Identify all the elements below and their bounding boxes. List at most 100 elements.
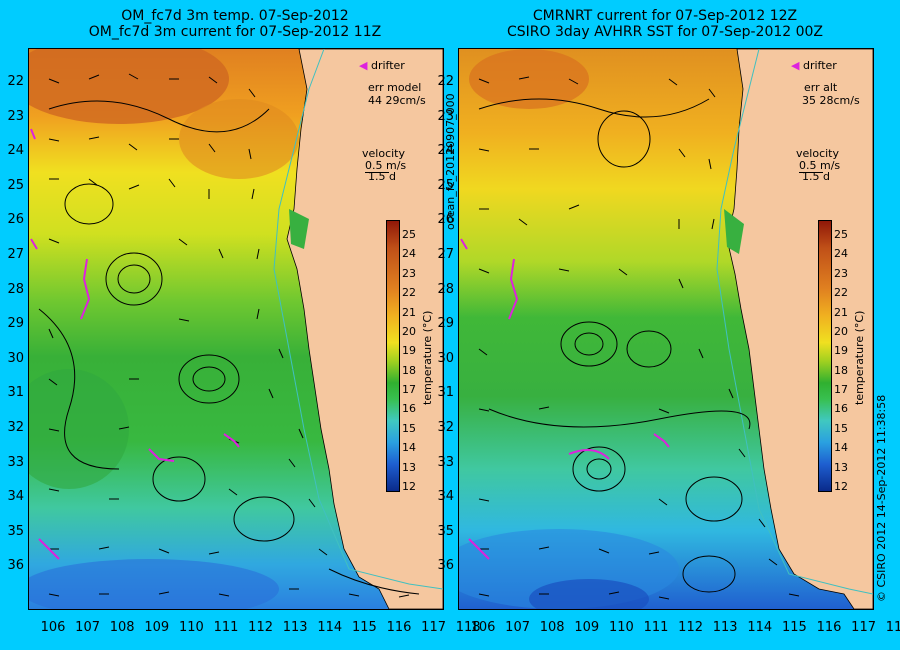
right-title-line2: CSIRO 3day AVHRR SST for 07-Sep-2012 00Z: [506, 24, 824, 40]
latitude-tick-label: 27: [437, 247, 454, 262]
colorbar-tick-label: 21: [834, 305, 848, 319]
longitude-tick-label: 111: [213, 620, 239, 635]
colorbar-tick-label: 25: [402, 228, 416, 241]
credit-label: © CSIRO 2012 14-Sep-2012 11:38:58: [875, 394, 888, 602]
latitude-tick-label: 31: [437, 385, 454, 401]
left-velocity-days: 1.5 d: [368, 170, 396, 183]
latitude-tick-label: 22: [7, 74, 24, 89]
latitude-tick-label: 22: [437, 74, 454, 89]
latitude-tick-label: 36: [7, 558, 24, 574]
left-err-label: err model: [368, 81, 422, 94]
longitude-tick-label: 116: [816, 620, 842, 635]
left-land: [286, 49, 443, 609]
latitude-tick-label: 34: [7, 489, 24, 505]
latitude-tick-label: 25: [7, 177, 24, 193]
colorbar-tick-label: 17: [834, 383, 848, 397]
longitude-tick-label: 108: [539, 620, 565, 635]
right-drifter-legend: ◀ drifter: [791, 59, 837, 72]
latitude-tick-label: 35: [437, 523, 454, 539]
colorbar-tick-label: 18: [402, 363, 416, 377]
colorbar-tick-label: 15: [402, 421, 416, 435]
longitude-tick-label: 108: [109, 620, 135, 635]
longitude-tick-label: 106: [40, 620, 66, 635]
colorbar-tick-label: 25: [834, 228, 848, 241]
right-current-vectors: [478, 76, 800, 600]
colorbar-tick-label: 12: [402, 480, 416, 493]
longitude-tick-label: 112: [248, 620, 273, 635]
latitude-tick-label: 26: [7, 212, 24, 228]
longitude-tick-label: 115: [781, 620, 807, 635]
colorbar-tick-label: 14: [834, 441, 848, 455]
colorbar-tick-label: 16: [402, 402, 416, 416]
left-colorbar: [386, 220, 400, 492]
latitude-tick-label: 24: [7, 143, 24, 159]
colorbar-tick-label: 17: [402, 383, 416, 397]
longitude-tick-label: 112: [678, 620, 703, 635]
longitude-tick-label: 117: [421, 620, 446, 635]
right-err-label: err alt: [804, 81, 838, 94]
longitude-tick-label: 107: [75, 620, 100, 635]
colorbar-tick-label: 24: [834, 247, 848, 261]
latitude-tick-label: 25: [437, 177, 454, 193]
colorbar-tick-label: 21: [402, 305, 416, 319]
longitude-tick-label: 106: [470, 620, 496, 635]
left-map-svg: [29, 49, 443, 609]
right-velocity-days: 1.5 d: [802, 170, 830, 183]
right-drifter-label: drifter: [802, 59, 837, 72]
colorbar-tick-label: 18: [834, 363, 848, 377]
colorbar-tick-label: 22: [402, 286, 416, 300]
latitude-tick-label: 29: [437, 316, 454, 332]
colorbar-tick-label: 24: [402, 247, 416, 261]
longitude-tick-label: 114: [747, 620, 773, 635]
latitude-tick-label: 30: [437, 350, 454, 366]
right-colorbar-label: temperature (°C): [853, 310, 866, 405]
right-err-value: 35 28cm/s: [802, 94, 860, 107]
longitude-tick-label: 117: [851, 620, 876, 635]
right-land: [726, 49, 873, 609]
longitude-tick-label: 118: [455, 620, 481, 635]
latitude-tick-label: 24: [437, 143, 454, 159]
longitude-tick-label: 110: [608, 620, 634, 635]
colorbar-tick-label: 23: [402, 266, 416, 280]
right-drifter-tracks: [460, 238, 670, 560]
colorbar-tick-label: 12: [834, 480, 848, 493]
latitude-tick-label: 23: [437, 108, 454, 124]
latitude-tick-label: 27: [7, 247, 24, 262]
left-velocity-label: velocity: [362, 147, 405, 160]
left-title-line1: OM_fc7d 3m temp. 07-Sep-2012: [121, 8, 349, 24]
right-velocity-scale-bar: [799, 172, 823, 173]
latitude-tick-label: 31: [7, 385, 24, 401]
right-velocity-scale: 0.5 m/s: [799, 159, 841, 172]
longitude-tick-label: 109: [144, 620, 170, 635]
latitude-tick-label: 23: [7, 108, 24, 124]
right-title-line1: CMRNRT current for 07-Sep-2012 12Z: [532, 8, 798, 24]
left-map[interactable]: ◀ drifter: [28, 48, 444, 610]
left-velocity-scale: 0.5 m/s: [365, 159, 407, 172]
longitude-tick-label: 116: [386, 620, 412, 635]
latitude-tick-label: 34: [437, 489, 454, 505]
latitude-tick-label: 32: [437, 420, 454, 435]
left-velocity-scale-bar: [365, 172, 389, 173]
latitude-tick-label: 29: [7, 316, 24, 332]
colorbar-tick-label: 22: [834, 286, 848, 300]
right-velocity-label: velocity: [796, 147, 839, 160]
left-title-line2: OM_fc7d 3m current for 07-Sep-2012 11Z: [88, 24, 382, 40]
longitude-tick-label: 109: [574, 620, 600, 635]
colorbar-tick-label: 23: [834, 266, 848, 280]
colorbar-tick-label: 20: [402, 324, 416, 338]
colorbar-tick-label: 20: [834, 324, 848, 338]
latitude-tick-label: 36: [437, 558, 454, 574]
longitude-tick-label: 115: [351, 620, 377, 635]
left-drifter-label: drifter: [370, 59, 405, 72]
latitude-tick-label: 30: [7, 350, 24, 366]
colorbar-tick-label: 19: [402, 344, 416, 358]
right-map[interactable]: ◀ drifter: [458, 48, 874, 610]
latitude-tick-label: 33: [7, 454, 24, 470]
latitude-tick-label: 35: [7, 523, 24, 539]
left-err-value: 44 29cm/s: [368, 94, 426, 107]
longitude-tick-label: 111: [643, 620, 669, 635]
colorbar-tick-label: 19: [834, 344, 848, 358]
longitude-tick-label: 107: [505, 620, 530, 635]
longitude-tick-label: 110: [178, 620, 204, 635]
drifter-marker-icon: ◀: [791, 59, 800, 72]
